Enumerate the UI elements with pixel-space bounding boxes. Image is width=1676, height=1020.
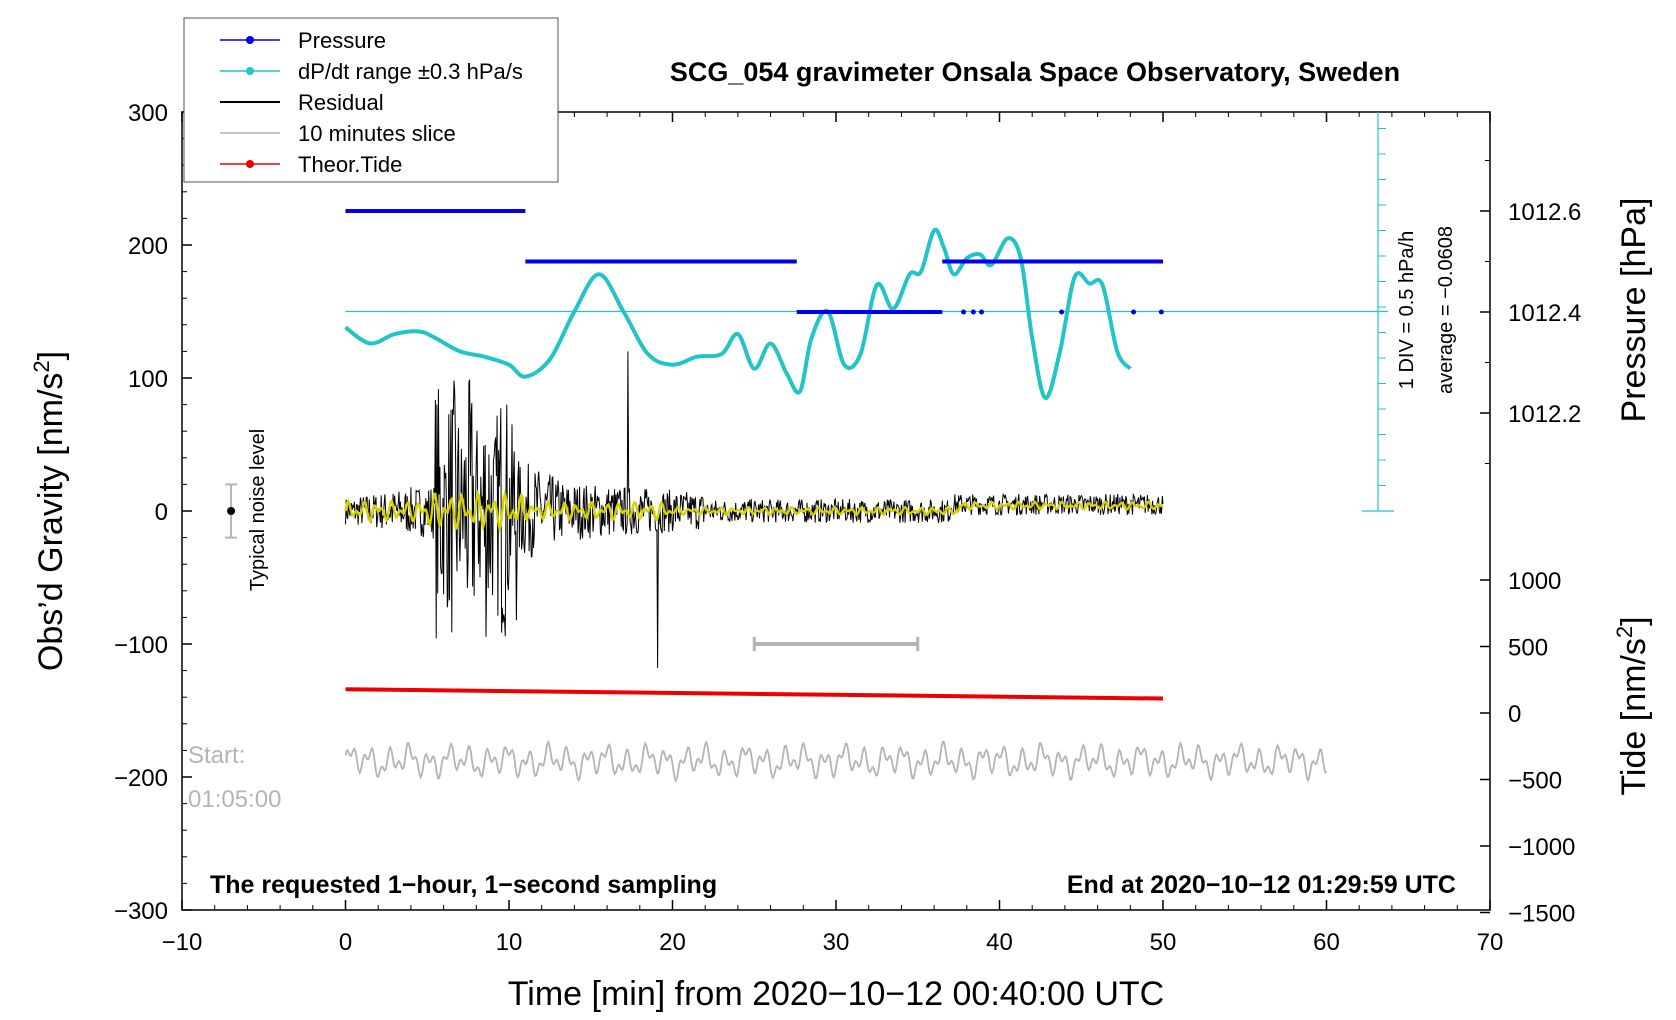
legend: Pressure dP/dt range ±0.3 hPa/s Residual 10… [183, 17, 559, 183]
end-time-note: End at 2020−10−12 01:29:59 UTC [1067, 871, 1456, 899]
pressure-point [1059, 309, 1065, 315]
legend-marker [246, 36, 254, 44]
y-tick-label-left: −100 [114, 632, 168, 659]
pressure-point [970, 309, 976, 315]
y-tick-label-left: 0 [155, 499, 168, 526]
legend-marker [246, 67, 254, 75]
y-tick-label-left: 100 [128, 366, 168, 393]
y-tick-label-tide: −1500 [1508, 901, 1575, 928]
legend-label: Theor.Tide [298, 152, 402, 177]
x-tick-label: 20 [659, 929, 686, 956]
y-tick-label-left: −200 [114, 765, 168, 792]
legend-label: 10 minutes slice [298, 121, 456, 146]
y-axis-label-left-sup: 2 [29, 360, 54, 372]
y-tick-label-pressure: 1012.4 [1508, 300, 1581, 327]
y-tick-label-tide: −1000 [1508, 834, 1575, 861]
dpdt-average-label: average = −0.0608 [1435, 226, 1457, 394]
pressure-point [1158, 309, 1164, 315]
y-tick-label-tide: 0 [1508, 701, 1521, 728]
y-axis-label-tide: Tide [nm/s2] [1612, 616, 1653, 795]
y-tick-label-tide: 1000 [1508, 568, 1561, 595]
legend-box [183, 17, 559, 183]
noise-level-label: Typical noise level [247, 429, 269, 591]
y-axis-label-left-main: Obs’d Gravity [nm/s [32, 373, 70, 672]
x-tick-label: 30 [823, 929, 850, 956]
y-tick-label-tide: −500 [1508, 768, 1562, 795]
noise-center-point [227, 507, 236, 515]
slice-curve [344, 739, 1327, 783]
pressure-point [961, 309, 967, 315]
y-tick-label-left: −300 [114, 898, 168, 925]
x-tick-label: 50 [1150, 929, 1177, 956]
y-axis-label-tide-tail: ] [1615, 616, 1653, 625]
pressure-point [1131, 309, 1137, 315]
x-tick-label: 10 [496, 929, 523, 956]
residual-filtered-curve [344, 489, 1164, 533]
tide-line [345, 687, 1164, 701]
x-tick-label: −10 [162, 929, 203, 956]
y-tick-label-left: 300 [128, 100, 168, 127]
x-tick-label: 70 [1477, 929, 1504, 956]
x-tick-label: 60 [1313, 929, 1340, 956]
dpdt-div-label: 1 DIV = 0.5 hPa/h [1396, 231, 1418, 389]
y-axis-label-tide-main: Tide [nm/s [1615, 638, 1653, 795]
legend-label: Residual [298, 90, 384, 115]
sampling-note: The requested 1−hour, 1−second sampling [210, 871, 717, 899]
legend-marker [246, 160, 254, 168]
y-axis-label-pressure: Pressure [hPa] [1615, 198, 1653, 423]
y-tick-label-pressure: 1012.2 [1508, 401, 1581, 428]
pressure-point [979, 309, 985, 315]
y-tick-label-pressure: 1012.6 [1508, 199, 1581, 226]
y-axis-label-tide-sup: 2 [1612, 626, 1637, 638]
x-tick-label: 0 [339, 929, 352, 956]
y-axis-label-left-tail: ] [32, 351, 70, 360]
legend-label: dP/dt range ±0.3 hPa/s [298, 59, 523, 84]
y-tick-label-left: 200 [128, 233, 168, 260]
chart-title: SCG_054 gravimeter Onsala Space Observat… [670, 57, 1400, 87]
y-axis-label-left: Obs’d Gravity [nm/s2] [29, 351, 70, 671]
x-tick-label: 40 [986, 929, 1013, 956]
legend-label: Pressure [298, 28, 386, 53]
start-label: Start: [188, 742, 245, 769]
x-axis-label: Time [min] from 2020−10−12 00:40:00 UTC [508, 975, 1164, 1013]
residual-curve [345, 351, 1164, 668]
start-time-label: 01:05:00 [188, 786, 281, 813]
y-tick-label-tide: 500 [1508, 635, 1548, 662]
